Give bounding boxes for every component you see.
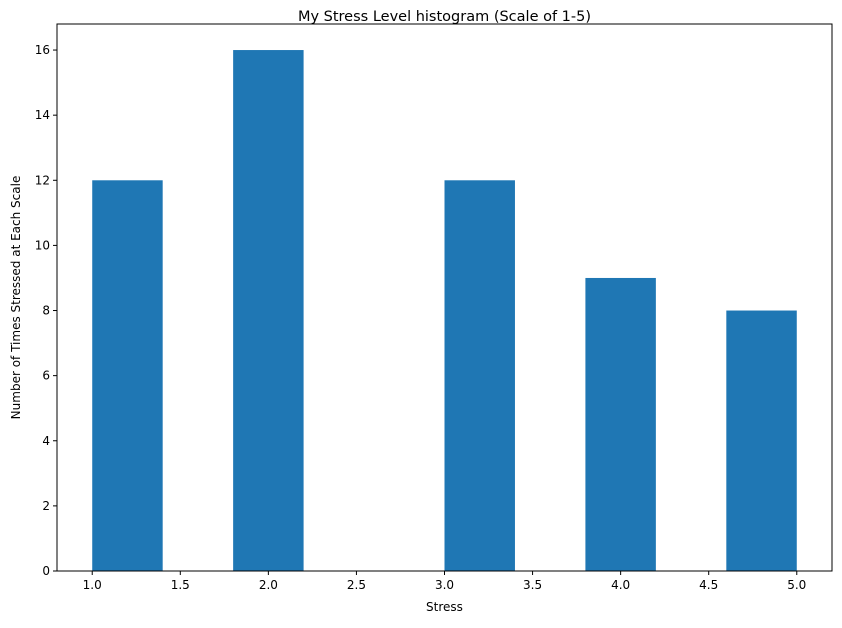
x-tick-label-3: 2.5 [347, 578, 366, 592]
x-tick-label-0: 1.0 [83, 578, 102, 592]
y-tick-label-8: 16 [35, 43, 50, 57]
histogram-bar-0 [92, 180, 163, 572]
x-tick-label-1: 1.5 [171, 578, 190, 592]
x-tick-label-7: 4.5 [699, 578, 718, 592]
y-axis-label: Number of Times Stressed at Each Scale [9, 176, 23, 420]
plot-area-frame [56, 23, 833, 572]
y-tick-label-7: 14 [35, 108, 50, 122]
histogram-bar-2 [233, 50, 304, 572]
bars-layer [92, 50, 797, 572]
chart-title: My Stress Level histogram (Scale of 1-5) [298, 9, 591, 25]
x-tick-label-6: 4.0 [611, 578, 630, 592]
histogram-bar-5 [444, 180, 515, 572]
y-axis-ticks: 0 2 4 6 8 10 12 14 16 [35, 43, 57, 578]
x-tick-label-4: 3.0 [435, 578, 454, 592]
histogram-bar-9 [726, 310, 797, 571]
x-tick-label-8: 5.0 [787, 578, 806, 592]
x-tick-label-2: 2.0 [259, 578, 278, 592]
y-tick-label-0: 0 [42, 564, 50, 578]
x-axis-label: Stress [426, 600, 463, 614]
x-tick-label-5: 3.5 [523, 578, 542, 592]
y-tick-label-3: 6 [42, 369, 50, 383]
y-tick-label-4: 8 [42, 304, 50, 318]
y-tick-label-2: 4 [42, 434, 50, 448]
histogram-bar-7 [585, 277, 656, 571]
y-tick-label-6: 12 [35, 173, 50, 187]
y-tick-label-1: 2 [42, 499, 50, 513]
y-tick-label-5: 10 [35, 238, 50, 252]
x-axis-ticks: 1.0 1.5 2.0 2.5 3.0 3.5 4.0 4.5 5.0 [83, 571, 806, 592]
